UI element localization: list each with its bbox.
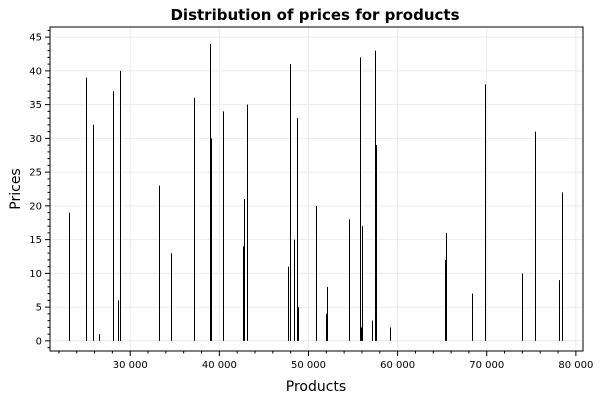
x-tick-label: 50 000 <box>291 360 326 371</box>
y-tick-label: 0 <box>36 336 42 347</box>
y-tick-label: 45 <box>29 33 42 44</box>
grid <box>50 27 583 351</box>
y-tick-label: 35 <box>29 100 42 111</box>
y-tick-label: 15 <box>29 235 42 246</box>
y-tick-label: 25 <box>29 168 42 179</box>
y-axis-label: Prices <box>8 168 24 209</box>
x-tick-label: 80 000 <box>558 360 593 371</box>
x-tick-label: 30 000 <box>113 360 148 371</box>
chart-title: Distribution of prices for products <box>170 6 459 24</box>
plot-frame <box>49 26 584 352</box>
x-axis-label: Products <box>286 379 346 395</box>
x-tick-label: 70 000 <box>469 360 504 371</box>
price-stems <box>69 43 563 341</box>
y-tick-label: 10 <box>29 269 42 280</box>
x-tick-label: 40 000 <box>202 360 237 371</box>
x-tick-label: 60 000 <box>380 360 415 371</box>
y-tick-label: 40 <box>29 66 42 77</box>
y-axis: 0 5 10 15 20 25 30 35 40 45 <box>29 29 50 349</box>
y-tick-label: 5 <box>36 303 42 314</box>
y-tick-label: 20 <box>29 201 42 212</box>
x-axis: 30 000 40 000 50 000 60 000 70 000 80 000 <box>58 351 593 371</box>
y-tick-label: 30 <box>29 134 42 145</box>
